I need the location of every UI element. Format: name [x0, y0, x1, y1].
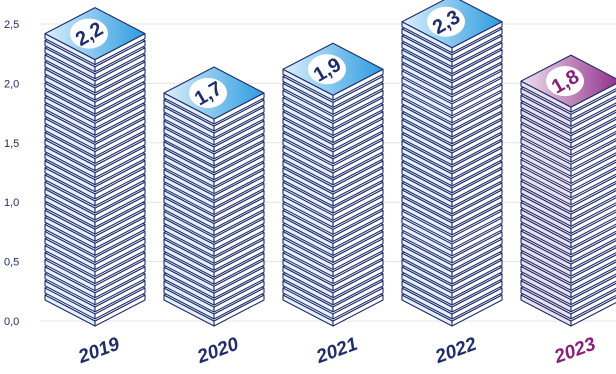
value-badge	[70, 18, 108, 49]
value-badge	[308, 54, 346, 85]
bar-2019: 2,2	[44, 7, 146, 327]
y-tick-label: 0,5	[4, 257, 19, 269]
bar-2020: 1,7	[163, 66, 265, 327]
y-tick-label: 2,0	[4, 78, 19, 90]
x-tick-label: 2023	[551, 334, 599, 369]
x-tick-label: 2020	[194, 334, 242, 369]
x-tick-label: 2019	[75, 334, 123, 369]
value-badge	[189, 78, 227, 109]
bar-2021: 1,9	[282, 42, 384, 327]
value-badge	[427, 6, 465, 37]
value-badge	[546, 66, 584, 97]
bar-2023: 1,8	[520, 54, 616, 327]
x-axis: 2019 2020 2021 2022 2023	[75, 334, 599, 369]
x-tick-label: 2022	[432, 334, 480, 369]
y-axis: 0,0 0,5 1,0 1,5 2,0 2,5	[4, 19, 19, 328]
bar-2022: 2,3	[401, 0, 503, 327]
bar-stacks: 2,21,71,92,31,8	[44, 0, 616, 327]
x-tick-label: 2021	[313, 334, 361, 369]
y-tick-label: 2,5	[4, 19, 19, 31]
y-tick-label: 1,5	[4, 138, 19, 150]
y-tick-label: 0,0	[4, 316, 19, 328]
y-tick-label: 1,0	[4, 197, 19, 209]
